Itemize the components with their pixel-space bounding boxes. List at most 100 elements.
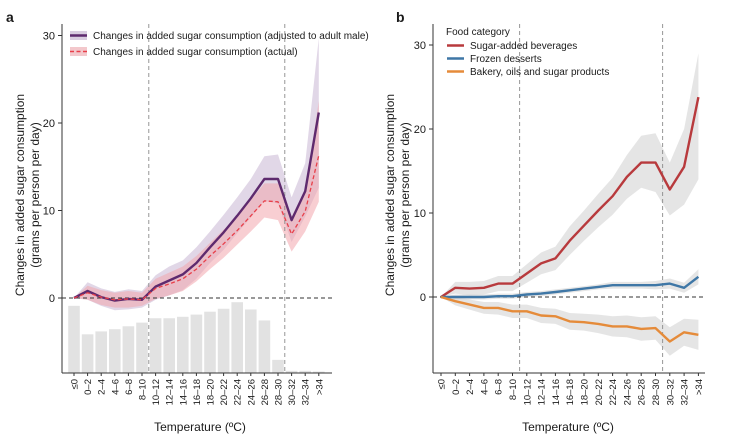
b-series-line-2 (440, 295, 699, 343)
a-x-tick-label-6: 10–12 (151, 379, 162, 405)
panel-a-x-axis-label: Temperature (ºC) (154, 420, 246, 434)
panel-a: a 0 10 20 30 ≤0 0–2 2–4 4–6 6–8 8–10 10–12 12–14 14–… (6, 9, 369, 434)
b-x-tick-label-8: 14–16 (551, 379, 562, 405)
a-hist-bar-13 (245, 309, 257, 373)
panel-b-label: b (396, 9, 405, 25)
a-hist-bar-7 (163, 318, 175, 373)
a-hist-bar-18 (313, 371, 325, 373)
a-hist-bar-5 (136, 322, 148, 373)
b-ci-band-0 (441, 53, 699, 298)
a-x-tick-label-5: 8–10 (138, 379, 149, 400)
b-x-tick-label-7: 12–14 (537, 379, 548, 405)
a-hist-bar-16 (285, 370, 298, 373)
a-x-tick-label-2: 2–4 (97, 379, 108, 395)
a-hist-bar-8 (177, 316, 189, 373)
panel-b-series-lines (440, 96, 700, 343)
b-x-tick-label-14: 26–28 (637, 379, 648, 405)
b-x-tick-label-15: 28–30 (651, 379, 662, 405)
b-x-tick-label-9: 16–18 (565, 379, 576, 405)
a-hist-bar-15 (272, 359, 284, 373)
a-x-tick-label-11: 20–22 (219, 379, 230, 405)
b-y-tick-label-30: 30 (414, 40, 426, 52)
a-x-tick-label-9: 16–18 (192, 379, 203, 405)
panel-b-y-label-line1: Changes in added sugar consumption (383, 94, 397, 296)
legend-b-title: Food category (446, 27, 510, 38)
panel-b: b 0 10 20 30 ≤0 0–2 2–4 4–6 6–8 8–10 10–12 12–14 14–… (383, 9, 705, 434)
panel-a-legend: Changes in added sugar consumption (adju… (70, 31, 369, 58)
b-x-tick-label-10: 18–20 (580, 379, 591, 405)
panel-b-axes: 0 10 20 30 ≤0 0–2 2–4 4–6 6–8 8–10 10–12 12–14 14–16… (414, 24, 705, 405)
a-x-tick-label-13: 24–26 (246, 379, 257, 405)
a-hist-bar-2 (95, 331, 107, 373)
a-series-line-0 (73, 112, 320, 302)
legend-b-text-beverages: Sugar-added beverages (470, 41, 577, 52)
panel-b-x-axis-label: Temperature (ºC) (522, 420, 614, 434)
a-series-line-1 (73, 155, 320, 301)
b-ci-band-2 (441, 297, 699, 356)
a-x-tick-label-12: 22–24 (233, 379, 244, 405)
a-x-tick-label-4: 6–8 (124, 379, 135, 395)
a-hist-bar-0 (68, 305, 80, 373)
a-ci-band-1 (74, 101, 319, 308)
b-x-tick-label-11: 20–22 (594, 379, 605, 405)
a-hist-bar-4 (122, 326, 135, 373)
a-hist-bar-14 (258, 320, 271, 373)
panel-b-legend: Food category Sugar-added beverages Froz… (446, 27, 609, 78)
b-x-tick-label-3: 4–6 (479, 379, 490, 395)
a-x-tick-label-15: 28–30 (274, 379, 285, 405)
panel-a-y-axis-label: Changes in added sugar consumption (gram… (13, 94, 42, 296)
a-hist-bar-6 (149, 318, 162, 373)
panel-a-axes: 0 10 20 30 ≤0 0–2 2–4 4–6 6–8 8–10 10–12 12–14 14–16… (43, 24, 332, 405)
panel-a-y-label-line2: (grams per person per day) (28, 122, 42, 267)
legend-b-text-frozen: Frozen desserts (470, 54, 542, 65)
a-hist-bar-3 (109, 329, 121, 373)
a-y-tick-label-20: 20 (43, 118, 55, 130)
panel-a-label: a (6, 9, 14, 25)
b-x-tick-label-2: 2–4 (465, 379, 476, 395)
a-hist-bar-9 (190, 314, 203, 373)
b-series-line-1 (441, 275, 700, 299)
b-x-tick-label-0: ≤0 (437, 379, 448, 390)
b-y-tick-label-0: 0 (420, 292, 426, 304)
b-x-tick-label-12: 22–24 (608, 379, 619, 405)
panel-a-y-label-line1: Changes in added sugar consumption (13, 94, 27, 296)
a-hist-bar-1 (81, 334, 94, 373)
a-x-tick-label-17: 32–34 (301, 379, 312, 405)
b-x-tick-label-17: 32–34 (680, 379, 691, 405)
panel-a-series-lines (73, 112, 320, 302)
a-y-tick-label-10: 10 (43, 206, 55, 218)
b-x-tick-label-1: 0–2 (451, 379, 462, 395)
a-hist-bar-12 (231, 302, 243, 373)
legend-a-text-actual: Changes in added sugar consumption (actu… (93, 47, 298, 58)
a-y-tick-label-30: 30 (43, 31, 55, 43)
a-x-tick-label-1: 0–2 (83, 379, 94, 395)
b-y-tick-label-20: 20 (414, 124, 426, 136)
a-hist-bar-17 (299, 370, 311, 373)
b-x-tick-label-5: 8–10 (508, 379, 519, 400)
panel-b-y-axis-label: Changes in added sugar consumption (gram… (383, 94, 412, 296)
a-x-tick-label-8: 14–16 (178, 379, 189, 405)
b-x-tick-label-16: 30–32 (665, 379, 676, 405)
b-x-tick-label-18: >34 (694, 379, 705, 395)
a-x-tick-label-18: >34 (314, 379, 325, 395)
panel-b-y-label-line2: (grams per person per day) (398, 122, 412, 267)
a-x-tick-label-10: 18–20 (206, 379, 217, 405)
b-x-tick-label-13: 24–26 (622, 379, 633, 405)
panel-a-histogram (68, 302, 325, 373)
a-hist-bar-10 (204, 311, 216, 373)
b-series-line-0 (440, 96, 700, 299)
legend-a-text-adjusted: Changes in added sugar consumption (adju… (93, 31, 369, 42)
legend-b-text-bakery: Bakery, oils and sugar products (470, 67, 609, 78)
b-x-tick-label-4: 6–8 (494, 379, 505, 395)
a-x-tick-label-0: ≤0 (70, 379, 81, 390)
a-x-tick-label-7: 12–14 (165, 379, 176, 405)
b-x-tick-label-6: 10–12 (522, 379, 533, 405)
a-hist-bar-11 (217, 308, 230, 373)
panel-b-ci-bands (441, 53, 699, 356)
a-x-tick-label-16: 30–32 (287, 379, 298, 405)
panel-a-ci-bands (74, 38, 319, 311)
b-y-tick-label-10: 10 (414, 208, 426, 220)
a-y-tick-label-0: 0 (49, 293, 55, 305)
a-ci-band-0 (74, 38, 319, 311)
